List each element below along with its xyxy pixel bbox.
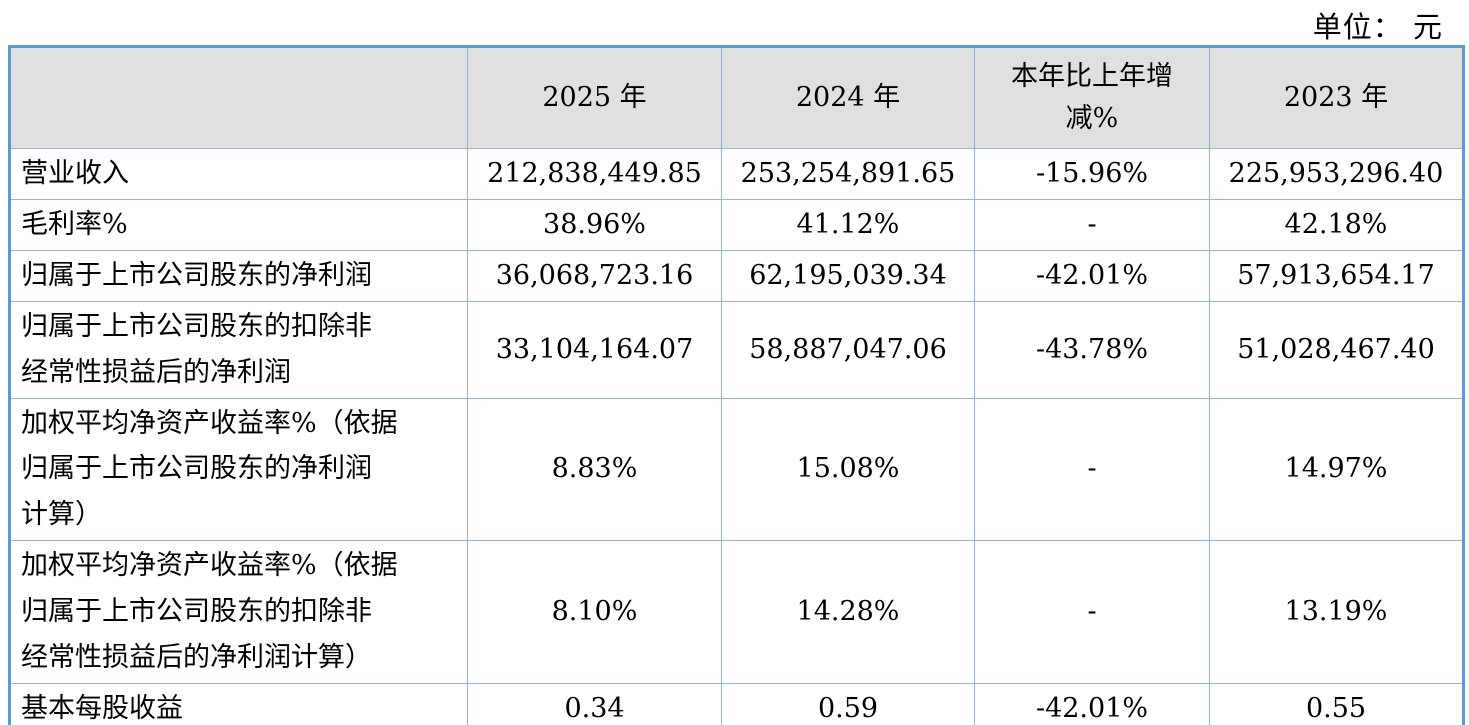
value-2024: 253,254,891.65 [721,148,975,200]
value-2024: 15.08% [721,397,975,542]
row-label: 加权平均净资产收益率%（依据 归属于上市公司股东的净利润 计算） [9,397,468,542]
value-2024: 41.12% [721,199,975,251]
row-label: 归属于上市公司股东的净利润 [9,249,468,302]
table-row-revenue: 营业收入 212,838,449.85 253,254,891.65 -15.9… [9,148,1464,200]
header-metric [9,46,468,149]
value-2025: 8.10% [467,540,722,684]
header-2024: 2024 年 [721,46,975,149]
value-2023: 225,953,296.40 [1209,148,1464,200]
value-change: -43.78% [974,300,1210,399]
value-2025: 33,104,164.07 [467,300,722,399]
header-row: 2025 年 2024 年 本年比上年增 减% 2023 年 [9,46,1464,149]
value-2025: 36,068,723.16 [467,249,722,302]
row-label: 基本每股收益 [9,682,468,725]
value-change: - [974,540,1210,684]
row-label: 营业收入 [9,148,468,200]
value-2024: 14.28% [721,540,975,684]
table-row-weighted-roe: 加权平均净资产收益率%（依据 归属于上市公司股东的净利润 计算） 8.83% 1… [9,397,1464,542]
value-2025: 8.83% [467,397,722,542]
table-row-gross-margin: 毛利率% 38.96% 41.12% - 42.18% [9,199,1464,251]
value-2024: 0.59 [721,682,975,725]
value-2024: 58,887,047.06 [721,300,975,399]
value-change: -42.01% [974,249,1210,302]
value-2024: 62,195,039.34 [721,249,975,302]
header-2023: 2023 年 [1209,46,1464,149]
header-2025: 2025 年 [467,46,722,149]
unit-label: 单位： 元 [1312,10,1443,44]
value-2023: 42.18% [1209,199,1464,251]
value-change: -42.01% [974,682,1210,725]
table-row-weighted-roe-deducted: 加权平均净资产收益率%（依据 归属于上市公司股东的扣除非 经常性损益后的净利润计… [9,540,1464,684]
value-change: - [974,397,1210,542]
financial-summary-table: 2025 年 2024 年 本年比上年增 减% 2023 年 营业收入 212,… [8,45,1465,725]
value-2023: 57,913,654.17 [1209,249,1464,302]
header-change: 本年比上年增 减% [974,46,1210,149]
value-2023: 14.97% [1209,397,1464,542]
row-label: 加权平均净资产收益率%（依据 归属于上市公司股东的扣除非 经常性损益后的净利润计… [9,540,468,684]
value-2025: 212,838,449.85 [467,148,722,200]
value-2023: 51,028,467.40 [1209,300,1464,399]
value-2023: 13.19% [1209,540,1464,684]
value-2025: 38.96% [467,199,722,251]
value-2025: 0.34 [467,682,722,725]
value-2023: 0.55 [1209,682,1464,725]
table-row-net-profit-deducted: 归属于上市公司股东的扣除非 经常性损益后的净利润 33,104,164.07 5… [9,300,1464,399]
row-label: 归属于上市公司股东的扣除非 经常性损益后的净利润 [9,300,468,399]
row-label: 毛利率% [9,199,468,251]
value-change: - [974,199,1210,251]
table-row-basic-eps: 基本每股收益 0.34 0.59 -42.01% 0.55 [9,682,1464,725]
table-row-net-profit: 归属于上市公司股东的净利润 36,068,723.16 62,195,039.3… [9,249,1464,302]
value-change: -15.96% [974,148,1210,200]
